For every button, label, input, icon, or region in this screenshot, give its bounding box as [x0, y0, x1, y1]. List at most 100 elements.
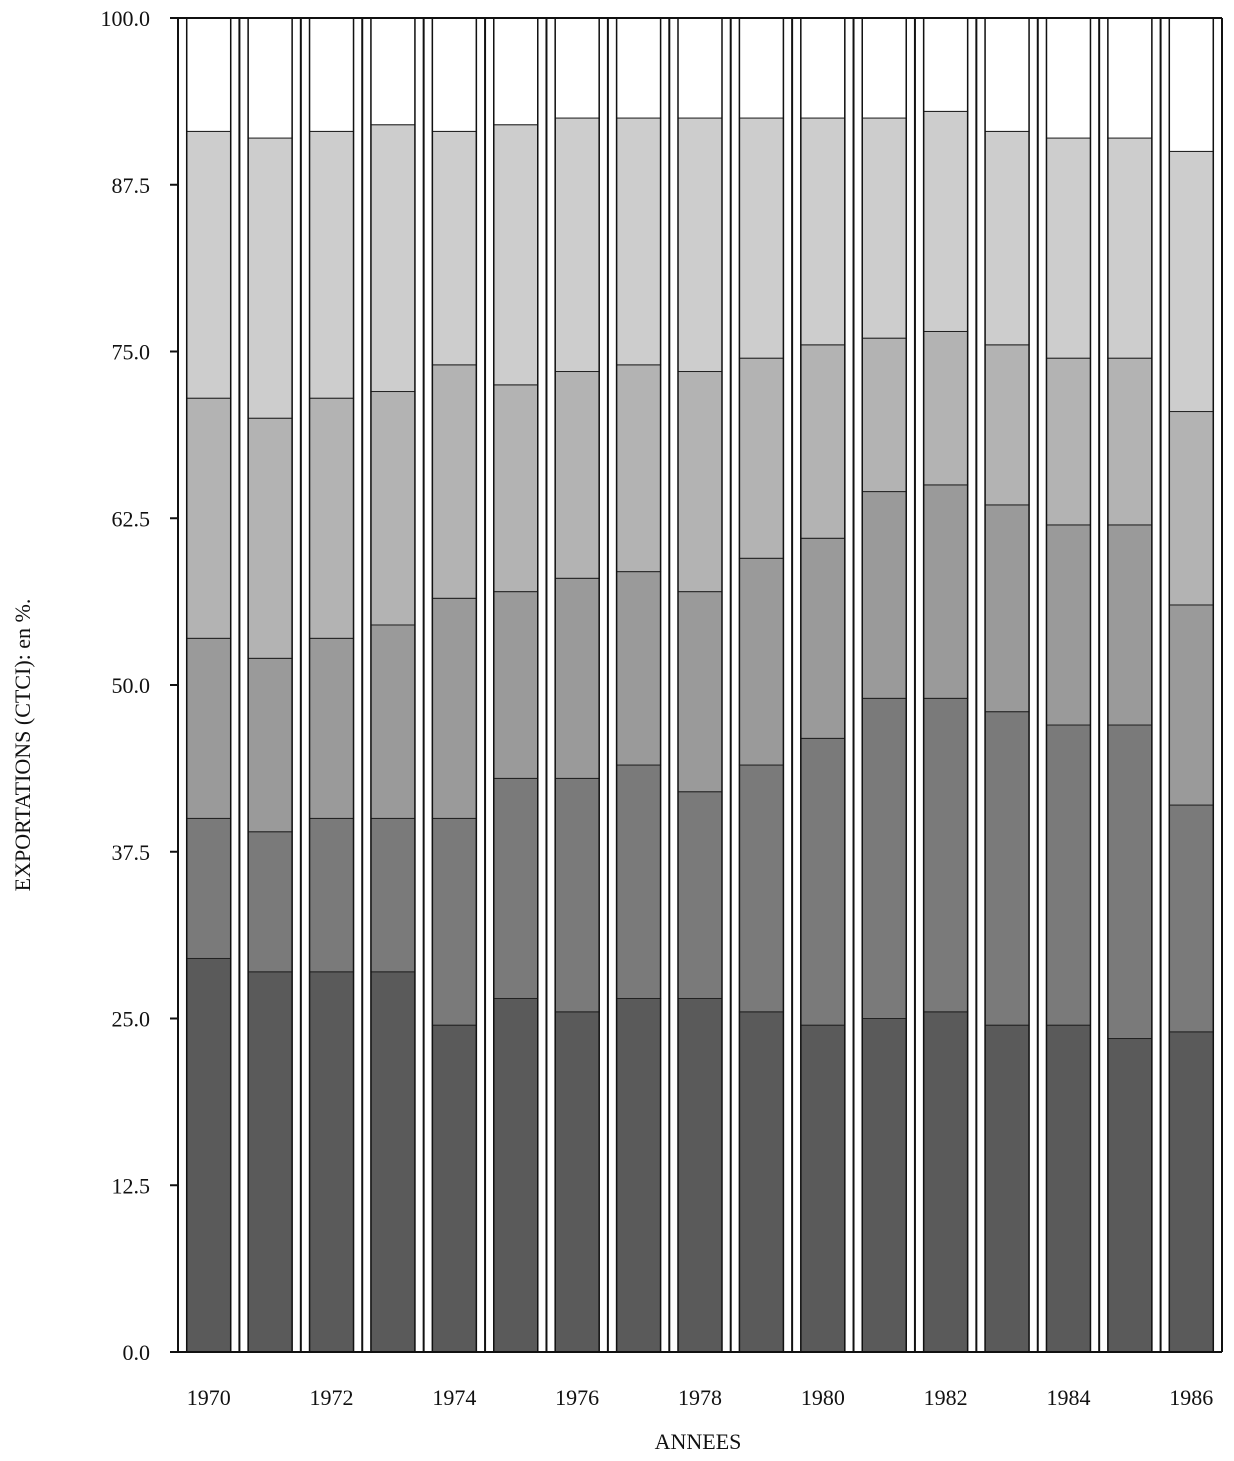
bar-segment-1983-s1 — [984, 1024, 1030, 1353]
bar-segment-1971-s1 — [247, 971, 293, 1353]
bar-segment-1976-s1 — [554, 1011, 600, 1353]
bar-segment-1975-s5 — [493, 124, 539, 386]
bar-segment-1976-s6 — [554, 17, 600, 119]
bar-segment-1981-s5 — [861, 117, 907, 339]
bar-segment-1979-s6 — [738, 17, 784, 119]
bar-segment-1975-s6 — [493, 17, 539, 126]
x-tick-label: 1986 — [1169, 1385, 1213, 1410]
bar-segment-1970-s5 — [186, 130, 232, 399]
bar-segment-1970-s2 — [186, 817, 232, 959]
bar-segment-1985-s1 — [1107, 1038, 1153, 1353]
bar-segment-1986-s5 — [1168, 150, 1214, 413]
bar-segment-1976-s5 — [554, 117, 600, 373]
bar-segment-1981-s1 — [861, 1018, 907, 1353]
bar-segment-1985-s6 — [1107, 17, 1153, 139]
bar-segment-1983-s6 — [984, 17, 1030, 132]
bar-segment-1979-s1 — [738, 1011, 784, 1353]
bar-segment-1983-s2 — [984, 711, 1030, 1026]
bar-segment-1974-s6 — [431, 17, 477, 132]
bar-segment-1976-s3 — [554, 577, 600, 779]
x-tick-label: 1976 — [555, 1385, 599, 1410]
y-tick-label: 87.5 — [112, 173, 151, 198]
bar-segment-1974-s2 — [431, 817, 477, 1026]
bar-segment-1973-s5 — [370, 124, 416, 393]
bar-segment-1979-s5 — [738, 117, 784, 359]
bar-segment-1977-s5 — [616, 117, 662, 366]
x-tick-label: 1972 — [310, 1385, 354, 1410]
bar-segment-1972-s5 — [309, 130, 355, 399]
bar-segment-1984-s6 — [1045, 17, 1091, 139]
bar-segment-1979-s2 — [738, 764, 784, 1013]
bar-segment-1973-s4 — [370, 391, 416, 626]
bar-segment-1985-s3 — [1107, 524, 1153, 726]
bar-segment-1982-s2 — [923, 697, 969, 1013]
bar-segment-1975-s1 — [493, 997, 539, 1353]
bar-segment-1972-s3 — [309, 637, 355, 819]
bar-segment-1983-s5 — [984, 130, 1030, 346]
bar-segment-1980-s3 — [800, 537, 846, 739]
bar-segment-1984-s5 — [1045, 137, 1091, 359]
bar-segment-1981-s2 — [861, 697, 907, 1020]
bar-segment-1977-s3 — [616, 571, 662, 766]
bar-segment-1972-s6 — [309, 17, 355, 132]
bar-segment-1978-s2 — [677, 791, 723, 999]
bar-segment-1976-s2 — [554, 777, 600, 1013]
bars-layer — [185, 17, 1215, 1353]
bar-segment-1970-s4 — [186, 397, 232, 639]
x-tick-label: 1970 — [187, 1385, 231, 1410]
bar-segment-1986-s6 — [1168, 17, 1214, 152]
bar-segment-1983-s4 — [984, 344, 1030, 506]
bar-segment-1985-s2 — [1107, 724, 1153, 1040]
bar-segment-1970-s3 — [186, 637, 232, 819]
bar-segment-1981-s4 — [861, 337, 907, 493]
y-axis-ticks: 0.0 12.5 25.0 37.5 50.0 62.5 75.0 87.5 100.0 — [101, 6, 178, 1365]
bar-segment-1985-s5 — [1107, 137, 1153, 359]
bar-segment-1979-s3 — [738, 557, 784, 766]
bar-segment-1971-s6 — [247, 17, 293, 139]
bar-segment-1981-s6 — [861, 17, 907, 119]
bar-segment-1973-s1 — [370, 971, 416, 1353]
y-axis-title: EXPORTATIONS (CTCI): en %. — [10, 599, 35, 892]
bar-segment-1983-s3 — [984, 504, 1030, 713]
bar-segment-1975-s3 — [493, 591, 539, 779]
y-tick-label: 62.5 — [112, 506, 151, 531]
bar-segment-1978-s6 — [677, 17, 723, 119]
bar-segment-1977-s6 — [616, 17, 662, 119]
bar-segment-1986-s3 — [1168, 604, 1214, 806]
bar-segment-1977-s1 — [616, 997, 662, 1353]
x-axis-ticks: 1970 1972 1974 1976 1978 1980 1982 1984 1986 — [187, 1385, 1214, 1410]
bar-segment-1973-s6 — [370, 17, 416, 126]
bar-segment-1982-s4 — [923, 330, 969, 486]
bar-segment-1986-s2 — [1168, 804, 1214, 1033]
bar-segment-1972-s1 — [309, 971, 355, 1353]
y-tick-label: 12.5 — [112, 1173, 151, 1198]
bar-segment-1974-s4 — [431, 364, 477, 599]
bar-segment-1985-s4 — [1107, 357, 1153, 526]
bar-segment-1980-s4 — [800, 344, 846, 539]
x-tick-label: 1982 — [924, 1385, 968, 1410]
bar-segment-1971-s5 — [247, 137, 293, 419]
bar-segment-1973-s3 — [370, 624, 416, 819]
x-tick-label: 1978 — [678, 1385, 722, 1410]
bar-segment-1981-s3 — [861, 491, 907, 699]
bar-segment-1976-s4 — [554, 371, 600, 579]
y-tick-label: 37.5 — [112, 840, 151, 865]
x-tick-label: 1984 — [1046, 1385, 1090, 1410]
bar-segment-1972-s4 — [309, 397, 355, 639]
y-tick-label: 0.0 — [123, 1340, 151, 1365]
bar-segment-1978-s1 — [677, 997, 723, 1353]
bar-segment-1970-s6 — [186, 17, 232, 132]
bar-segment-1975-s2 — [493, 777, 539, 999]
y-tick-label: 100.0 — [101, 6, 151, 31]
bar-segment-1978-s3 — [677, 591, 723, 793]
bar-segment-1974-s3 — [431, 597, 477, 819]
bar-segment-1984-s1 — [1045, 1024, 1091, 1353]
bar-segment-1978-s4 — [677, 371, 723, 593]
bar-segment-1984-s2 — [1045, 724, 1091, 1026]
bar-segment-1971-s3 — [247, 657, 293, 833]
x-tick-label: 1980 — [801, 1385, 845, 1410]
bar-segment-1972-s2 — [309, 817, 355, 973]
bar-segment-1982-s3 — [923, 484, 969, 699]
bar-segment-1986-s4 — [1168, 411, 1214, 606]
